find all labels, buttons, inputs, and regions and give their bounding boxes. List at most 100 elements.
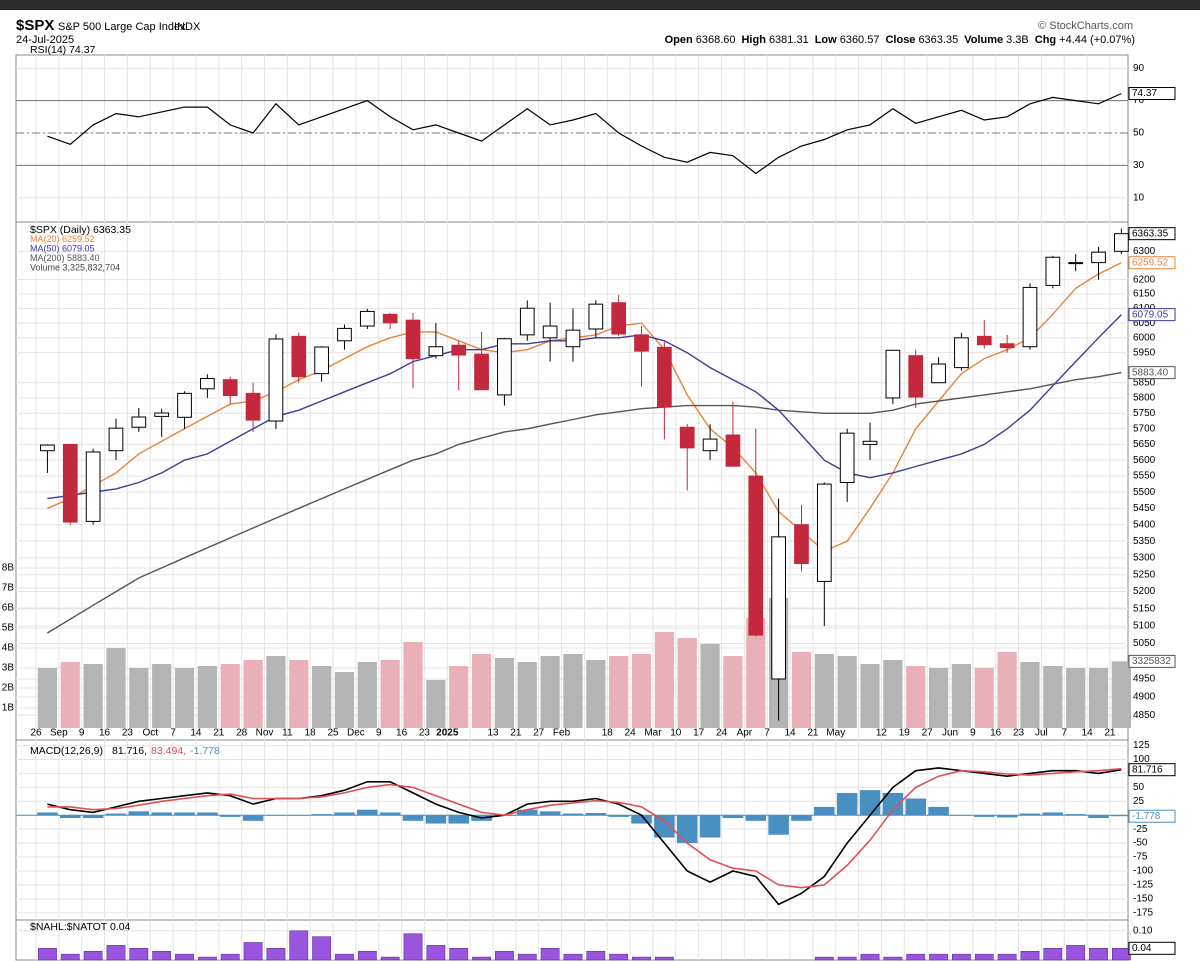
candle-body (382, 313, 398, 324)
legend-entry: $SPX (Daily) 6363.35 (30, 224, 131, 236)
bar (1111, 948, 1131, 961)
x-tick-label: 7 (1061, 728, 1067, 739)
volume-bar (791, 652, 812, 728)
candle-body (62, 443, 78, 523)
legend-values: 81.716, 83.494, -1.778 (112, 745, 220, 757)
x-tick-label: 7 (170, 728, 176, 739)
candle-body (634, 334, 649, 352)
histogram-bar (882, 792, 904, 816)
y-tick-label: 5050 (1133, 638, 1156, 649)
x-tick-label: Feb (553, 728, 571, 739)
histogram-bar (745, 815, 767, 821)
histogram-bar (219, 815, 241, 817)
y-tick-label: 5250 (1133, 569, 1156, 580)
candle-body (679, 426, 695, 449)
y-tick-label: 100 (1133, 754, 1150, 765)
x-tick-label: 9 (79, 728, 85, 739)
quote-value: 3.3B (1006, 34, 1029, 46)
x-tick-label: 17 (693, 728, 705, 739)
y-tick-label: 50 (1133, 782, 1145, 793)
x-tick-label: Nov (256, 728, 274, 739)
candle-body (976, 335, 992, 346)
value-tag-label: -1.778 (1132, 811, 1161, 822)
volume-bar (1111, 661, 1131, 728)
quote-label: High (741, 34, 766, 46)
y-tick-label: 5B (2, 623, 15, 634)
x-tick-label: Dec (347, 728, 365, 739)
bar (609, 953, 629, 961)
candle-body (702, 438, 718, 452)
credit: © StockCharts.com (1038, 20, 1133, 32)
value-tag-label: 74.37 (1132, 88, 1157, 99)
candle-body (245, 392, 261, 421)
histogram-bar (105, 813, 127, 816)
candle-body (542, 325, 558, 339)
volume-bar (403, 642, 423, 728)
y-tick-label: 5100 (1133, 621, 1156, 632)
y-tick-label: 5200 (1133, 586, 1156, 597)
candle-body (1091, 251, 1106, 264)
y-tick-label: 5950 (1133, 347, 1156, 358)
bar (403, 933, 423, 961)
legend-entry: MACD(12,26,9) (30, 745, 103, 757)
x-tick-label: 16 (396, 728, 408, 739)
candle-body (40, 444, 55, 452)
volume-bar (243, 660, 263, 728)
candle-body (519, 307, 535, 336)
candle-body (1045, 256, 1061, 286)
y-tick-label: 4850 (1133, 710, 1156, 721)
volume-bar (426, 680, 446, 728)
bar (974, 953, 994, 961)
volume-bar (37, 668, 58, 728)
y-tick-label: -150 (1133, 893, 1153, 904)
x-tick-label: 12 (876, 728, 888, 739)
bar (175, 953, 194, 961)
histogram-bar (357, 809, 378, 816)
x-tick-label: 21 (807, 728, 819, 739)
candle-body (85, 451, 101, 522)
y-tick-label: 30 (1133, 160, 1145, 171)
quote-label: Open (665, 34, 693, 46)
bar (335, 953, 354, 961)
x-tick-label: 9 (376, 728, 382, 739)
y-tick-label: 6200 (1133, 274, 1156, 285)
histogram-bar (722, 815, 744, 819)
candle-body (131, 416, 147, 428)
histogram-bar (151, 812, 172, 816)
histogram-bar (59, 815, 81, 819)
y-tick-label: 4900 (1133, 692, 1156, 703)
candle-body (1114, 233, 1129, 252)
volume-bar (83, 664, 103, 728)
value-tag (1128, 763, 1176, 777)
legend-entry: 81.716, (112, 745, 147, 757)
histogram-bar (562, 813, 584, 816)
y-tick-label: 5750 (1133, 408, 1156, 419)
x-tick-label: 25 (327, 728, 339, 739)
volume-bar (380, 660, 400, 728)
y-tick-label: 4B (2, 643, 15, 654)
bar (38, 948, 57, 961)
y-tick-label: -25 (1133, 824, 1148, 835)
x-tick-label: 21 (1104, 728, 1116, 739)
value-tag-label: 6259.52 (1132, 257, 1169, 268)
volume-bar (540, 656, 560, 728)
moving-average (47, 314, 1122, 500)
y-tick-label: 90 (1133, 63, 1145, 74)
quote-value: 6381.31 (769, 34, 809, 46)
volume-bar (1020, 662, 1040, 728)
y-tick-label: 5650 (1133, 439, 1156, 450)
value-tag-label: 5883.40 (1132, 367, 1169, 378)
bar (220, 953, 240, 961)
x-tick-label: 27 (922, 728, 934, 739)
bar (883, 956, 903, 961)
bar (1066, 945, 1086, 961)
volume-bar (883, 660, 903, 728)
x-tick-label: Mar (644, 728, 662, 739)
volume-bar (586, 660, 606, 728)
quote-value: 6360.57 (840, 34, 880, 46)
bar (654, 956, 674, 961)
bar (495, 950, 514, 961)
histogram-bar (631, 815, 652, 824)
volume-bar (220, 664, 240, 728)
x-tick-label: 18 (602, 728, 614, 739)
